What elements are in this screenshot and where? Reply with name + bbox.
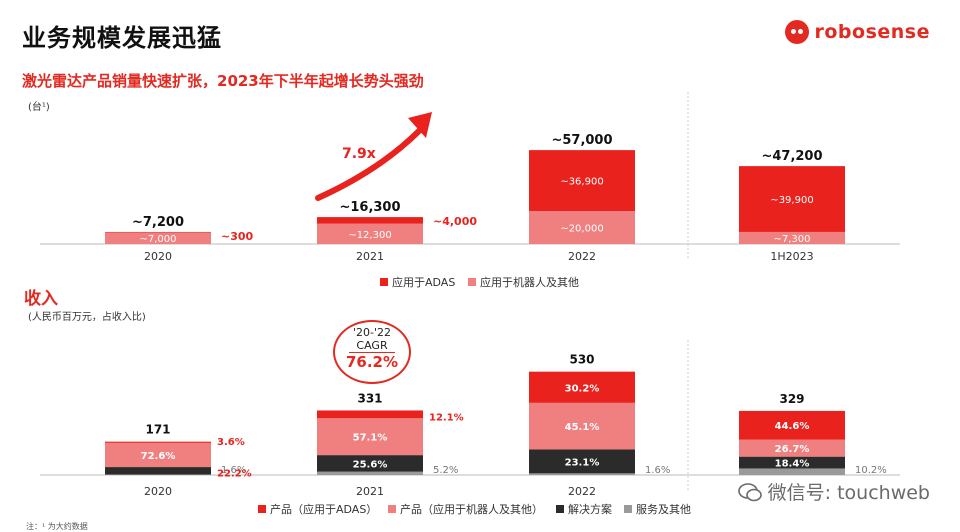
sales-total-2020: ~7,200 [132, 215, 184, 230]
revenue-legend-label-1: 产品（应用于机器人及其他） [400, 502, 543, 516]
revenue-label-3-2022: 30.2% [565, 383, 600, 394]
sales-label-adas-2020: ~300 [221, 230, 254, 243]
cagr-badge: '20-'22 CAGR 76.2% [333, 320, 411, 384]
revenue-xtick-2021: 2021 [356, 485, 384, 498]
revenue-legend-swatch-1 [388, 505, 396, 513]
revenue-total-2020: 171 [145, 423, 170, 437]
sales-bar-robotics-1H2023 [739, 231, 845, 244]
sales-label-adas-1H2023: ~39,900 [770, 195, 813, 206]
sales-legend-label-0: 应用于ADAS [392, 275, 455, 289]
brand-name: robosense [814, 21, 930, 43]
sales-label-robotics-2022: ~20,000 [560, 224, 603, 235]
sales-bar-adas-2021 [317, 217, 423, 224]
sales-total-1H2023: ~47,200 [761, 149, 822, 164]
page-title: 业务规模发展迅猛 [22, 24, 222, 52]
sales-legend-swatch-1 [468, 278, 476, 286]
revenue-bar-0-2022 [529, 473, 635, 475]
revenue-bar-0-1H2023 [739, 468, 845, 475]
revenue-legend-swatch-0 [258, 505, 266, 513]
revenue-bar-3-2020 [105, 441, 211, 443]
cagr-value: 76.2% [345, 353, 399, 371]
revenue-label-1-2020: 22.2% [217, 468, 252, 479]
sales-total-2021: ~16,300 [339, 200, 400, 215]
sales-bar-robotics-2020 [105, 232, 211, 244]
revenue-label-service-1H2023: 10.2% [855, 465, 887, 476]
watermark-text: 微信号: touchweb [767, 482, 930, 504]
revenue-unit-label: (人民币百万元，占收入比) [28, 312, 146, 323]
revenue-bar-2-2022 [529, 402, 635, 450]
page-subtitle: 激光雷达产品销量快速扩张，2023年下半年起增长势头强劲 [22, 72, 424, 90]
sales-label-robotics-2021: ~12,300 [348, 230, 391, 241]
sales-label-adas-2022: ~36,900 [560, 177, 603, 188]
sales-bar-adas-2022 [529, 150, 635, 211]
sales-xtick-2022: 2022 [568, 250, 596, 263]
sales-bar-robotics-2021 [317, 223, 423, 244]
revenue-bar-1-1H2023 [739, 456, 845, 469]
revenue-label-1-1H2023: 18.4% [775, 459, 810, 470]
growth-arrow-head [408, 112, 432, 138]
revenue-xtick-2020: 2020 [144, 485, 172, 498]
revenue-bar-0-2021 [317, 471, 423, 475]
revenue-total-2021: 331 [357, 391, 382, 405]
revenue-label-2-1H2023: 26.7% [775, 444, 810, 455]
sales-legend-swatch-0 [380, 278, 388, 286]
revenue-section-title: 收入 [24, 289, 58, 309]
revenue-label-1-2022: 23.1% [565, 457, 600, 468]
sales-label-robotics-2020: ~7,000 [139, 234, 176, 245]
revenue-total-1H2023: 329 [779, 392, 804, 406]
revenue-label-2-2020: 72.6% [141, 451, 176, 462]
revenue-label-service-2020: 1.6% [221, 465, 246, 476]
revenue-legend-swatch-3 [624, 505, 632, 513]
revenue-label-3-2020: 3.6% [217, 437, 245, 448]
revenue-bar-1-2022 [529, 449, 635, 474]
revenue-bar-0-2020 [105, 474, 211, 475]
robosense-logo-icon [784, 20, 809, 44]
wechat-icon [737, 482, 762, 501]
revenue-bar-2-2021 [317, 418, 423, 456]
sales-xtick-1H2023: 1H2023 [770, 250, 813, 263]
revenue-bar-1-2021 [317, 455, 423, 472]
revenue-bar-3-1H2023 [739, 410, 845, 440]
cagr-label: CAGR [349, 339, 395, 353]
revenue-legend-label-3: 服务及其他 [636, 503, 691, 516]
revenue-bar-3-2022 [529, 371, 635, 403]
sales-label-robotics-1H2023: ~7,300 [773, 234, 810, 245]
revenue-legend-label-2: 解决方案 [568, 502, 612, 516]
revenue-bar-3-2021 [317, 410, 423, 419]
sales-total-2022: ~57,000 [551, 133, 612, 148]
growth-arrow [315, 127, 423, 201]
growth-annotation: 7.9x [342, 146, 376, 162]
revenue-label-2-2022: 45.1% [565, 422, 600, 433]
revenue-label-2-2021: 57.1% [353, 433, 388, 444]
sales-unit-label: (台¹) [28, 102, 50, 113]
revenue-xtick-2022: 2022 [568, 485, 596, 498]
revenue-legend-label-0: 产品（应用于ADAS） [270, 502, 377, 516]
footnote: 注：¹ 为大约数据 [26, 522, 88, 531]
brand-logo: robosense [784, 20, 931, 44]
sales-bar-robotics-2022 [529, 211, 635, 244]
revenue-bar-2-2020 [105, 442, 211, 468]
sales-legend-label-1: 应用于机器人及其他 [480, 275, 579, 289]
sales-xtick-2020: 2020 [144, 250, 172, 263]
sales-bar-adas-1H2023 [739, 166, 845, 232]
revenue-total-2022: 530 [569, 353, 594, 367]
revenue-bar-1-2020 [105, 467, 211, 475]
revenue-label-1-2021: 25.6% [353, 459, 388, 470]
revenue-label-3-1H2023: 44.6% [775, 421, 810, 432]
sales-xtick-2021: 2021 [356, 250, 384, 263]
revenue-bar-2-1H2023 [739, 439, 845, 457]
revenue-legend-swatch-2 [556, 505, 564, 513]
sales-label-adas-2021: ~4,000 [433, 215, 477, 228]
wechat-watermark: 微信号: touchweb [737, 478, 930, 505]
revenue-label-service-2022: 1.6% [645, 465, 670, 476]
cagr-period: '20-'22 [352, 326, 391, 339]
revenue-label-3-2021: 12.1% [429, 412, 464, 423]
revenue-label-service-2021: 5.2% [433, 465, 458, 476]
